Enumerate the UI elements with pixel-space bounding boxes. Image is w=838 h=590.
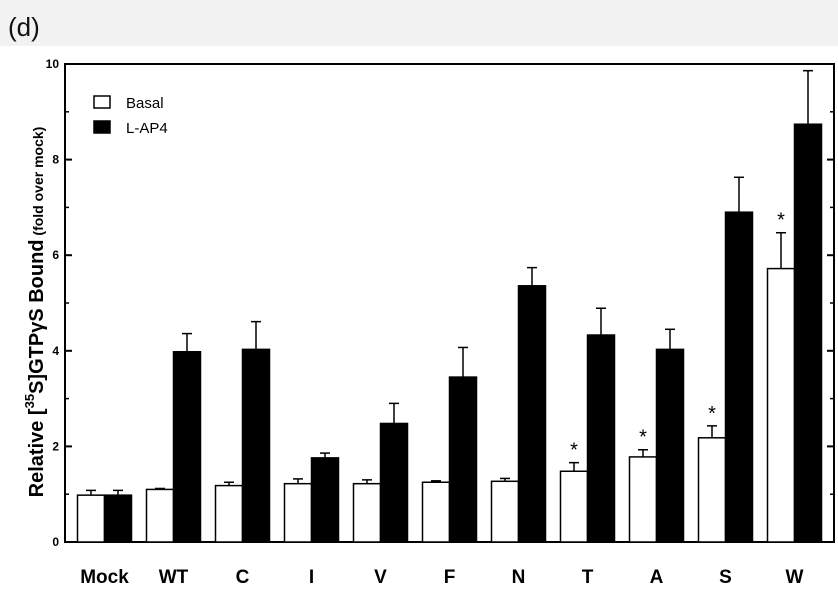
x-tick-label: N (512, 567, 526, 588)
y-tick-label: 0 (52, 535, 59, 549)
y-axis-label-main: S]GTPγS Bound (26, 239, 48, 393)
bar-basal (559, 470, 589, 543)
bar-l-ap4 (241, 348, 271, 543)
x-tick-label: I (309, 567, 314, 588)
significance-star: * (570, 440, 578, 462)
panel-label: (d) (8, 12, 40, 42)
bar-basal (628, 456, 658, 543)
bar-l-ap4 (379, 422, 409, 543)
figure-header-band (0, 0, 838, 46)
y-tick-label: 8 (52, 153, 59, 167)
bar-basal (76, 494, 106, 543)
bar-l-ap4 (655, 348, 685, 543)
bar-l-ap4 (586, 334, 616, 543)
significance-star: * (639, 427, 647, 449)
y-ticks: 0 2 4 6 8 10 (46, 57, 834, 549)
legend-label-basal: Basal (126, 95, 164, 112)
x-tick-label: S (719, 567, 732, 588)
bar-basal (214, 484, 244, 543)
legend-swatch-lap4 (93, 120, 111, 134)
y-tick-label: 2 (52, 439, 59, 453)
bar-basal (490, 480, 520, 543)
y-tick-label: 10 (46, 57, 60, 71)
bar-basal (421, 481, 451, 543)
x-tick-label: W (786, 567, 804, 588)
bar-basal (145, 488, 175, 543)
bar-basal (766, 267, 796, 543)
legend: Basal L-AP4 (93, 95, 168, 137)
bar-l-ap4 (103, 494, 133, 543)
significance-star: * (708, 403, 716, 425)
x-tick-label: F (444, 567, 456, 588)
y-axis-label-prefix: Relative [ (26, 408, 48, 497)
x-tick-label: T (582, 567, 594, 588)
x-tick-label: C (236, 567, 250, 588)
bar-basal (352, 482, 382, 543)
bar-l-ap4 (310, 457, 340, 543)
bar-l-ap4 (172, 351, 202, 543)
x-tick-label: WT (159, 567, 189, 588)
bar-l-ap4 (517, 285, 547, 543)
significance-star: * (777, 210, 785, 232)
bar-l-ap4 (724, 211, 754, 543)
legend-label-lap4: L-AP4 (126, 120, 168, 137)
bar-l-ap4 (793, 123, 823, 543)
legend-swatch-basal (93, 95, 111, 109)
y-axis-label-suffix: (fold over mock) (30, 127, 46, 240)
x-tick-label: A (650, 567, 664, 588)
x-tick-label: Mock (80, 567, 129, 588)
bar-l-ap4 (448, 376, 478, 543)
y-tick-label: 4 (52, 344, 59, 358)
x-tick-labels: Mock WT C I V F N T A S W (80, 567, 803, 588)
bar-basal (283, 482, 313, 543)
bar-basal (697, 437, 727, 543)
y-axis-label-superscript: 35 (22, 394, 37, 408)
y-axis-label: Relative [35S]GTPγS Bound (fold over moc… (22, 127, 48, 498)
bars: * * * * (76, 69, 823, 543)
x-tick-label: V (374, 567, 387, 588)
y-tick-label: 6 (52, 248, 59, 262)
